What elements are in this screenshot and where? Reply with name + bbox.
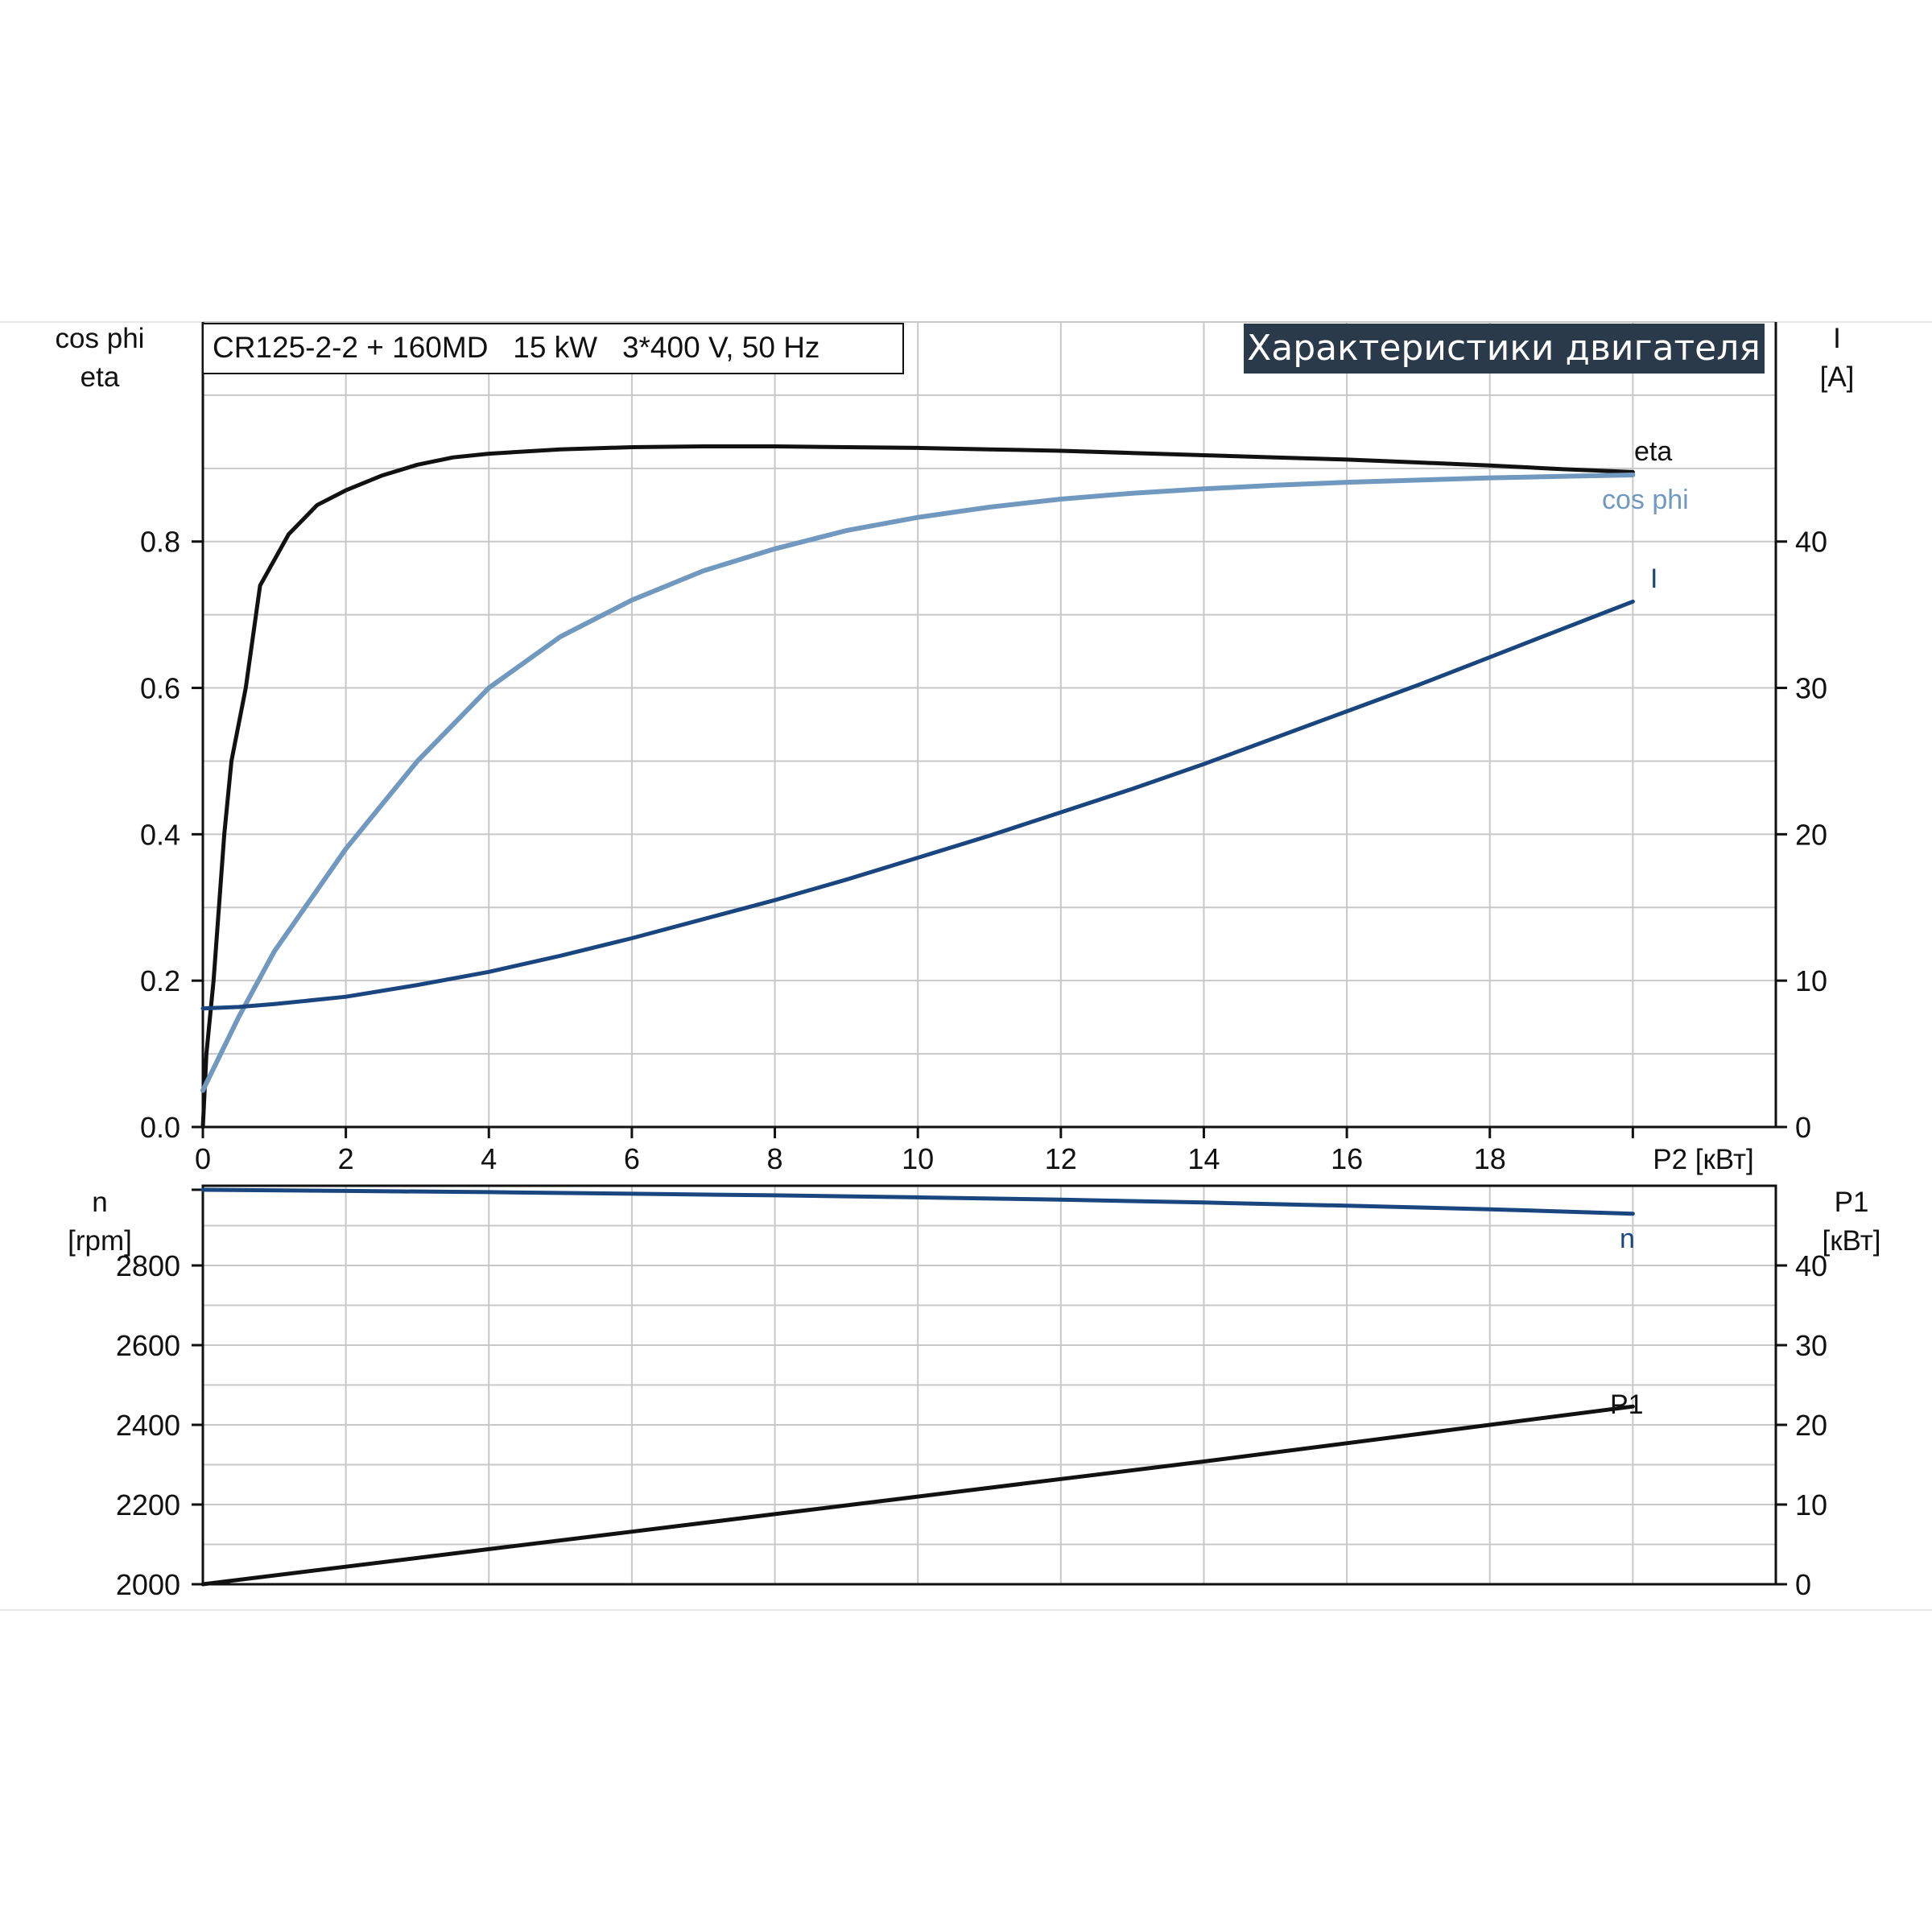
x-tick-label: 18 bbox=[1474, 1142, 1506, 1175]
info-label-text: CR125-2-2 + 160MD 15 kW 3*400 V, 50 Hz bbox=[213, 331, 819, 364]
upper-right-axis-title-line2: [A] bbox=[1820, 361, 1855, 393]
title-banner: Характеристики двигателя bbox=[1244, 324, 1765, 374]
series-line-p1 bbox=[200, 1404, 1635, 1587]
lower-left-tick-label: 2200 bbox=[116, 1488, 180, 1521]
lower-right-tick-label: 10 bbox=[1795, 1488, 1827, 1521]
upper-panel-frame bbox=[201, 322, 1777, 1129]
lower-right-axis-title-line2: [кВт] bbox=[1823, 1225, 1881, 1257]
series-line-eta bbox=[200, 444, 1635, 1129]
upper-left-axis-title-line2: eta bbox=[80, 361, 120, 393]
upper-right-axis-title-line1: I bbox=[1833, 323, 1841, 354]
upper-right-tick-label: 0 bbox=[1795, 1111, 1811, 1144]
lower-panel-ticks: 2000 2200 2400 2600 2800 0 10 20 30 40 bbox=[116, 1188, 1827, 1601]
upper-left-tick-label: 0.2 bbox=[140, 964, 180, 997]
lower-panel-border bbox=[201, 1184, 1777, 1586]
series-line-cos-phi bbox=[200, 473, 1636, 1093]
x-tick-label: 14 bbox=[1187, 1142, 1220, 1175]
lower-right-tick-label: 30 bbox=[1795, 1329, 1827, 1362]
lower-panel-grid bbox=[203, 1186, 1776, 1584]
title-banner-text: Характеристики двигателя bbox=[1247, 328, 1761, 369]
x-tick-label: 16 bbox=[1331, 1142, 1363, 1175]
upper-right-tick-label: 20 bbox=[1795, 818, 1827, 851]
x-tick-label: 2 bbox=[338, 1142, 354, 1175]
upper-left-tick-label: 0.8 bbox=[140, 526, 180, 559]
upper-panel-ticks: 0 2 4 6 8 10 12 14 16 18 0.0 0.2 0.4 0.6 0.8 0 10 20 30 40 bbox=[140, 526, 1827, 1175]
upper-right-tick-label: 40 bbox=[1795, 526, 1827, 559]
lower-panel-frame bbox=[201, 1184, 1777, 1586]
eta-curve-label: eta bbox=[1634, 436, 1672, 467]
x-tick-label: 0 bbox=[195, 1142, 211, 1175]
info-label: CR125-2-2 + 160MD 15 kW 3*400 V, 50 Hz bbox=[202, 323, 904, 374]
lower-left-tick-label: 2800 bbox=[116, 1249, 180, 1282]
title-banner-background bbox=[1244, 324, 1765, 374]
cos-phi-curve-label: cos phi bbox=[1602, 485, 1689, 515]
x-tick-label: 10 bbox=[902, 1142, 934, 1175]
upper-panel-series bbox=[200, 444, 1636, 1129]
series-line-i bbox=[200, 599, 1635, 1011]
lower-right-tick-label: 40 bbox=[1795, 1249, 1827, 1282]
upper-left-tick-label: 0.4 bbox=[140, 818, 180, 851]
lower-left-axis-title-line2: [rpm] bbox=[68, 1225, 132, 1257]
upper-right-tick-label: 10 bbox=[1795, 964, 1827, 997]
lower-left-axis-title-line1: n bbox=[92, 1187, 107, 1218]
x-tick-label: 12 bbox=[1045, 1142, 1077, 1175]
info-label-box bbox=[202, 323, 904, 374]
lower-right-axis-title-line1: P1 bbox=[1835, 1187, 1869, 1218]
upper-left-tick-label: 0.0 bbox=[140, 1111, 180, 1144]
lower-panel-series bbox=[200, 1187, 1635, 1587]
lower-right-tick-label: 20 bbox=[1795, 1409, 1827, 1442]
upper-left-tick-label: 0.6 bbox=[140, 672, 180, 705]
speed-curve-label: n bbox=[1620, 1224, 1635, 1254]
p1-curve-label: P1 bbox=[1610, 1389, 1644, 1420]
upper-left-axis-title-line1: cos phi bbox=[56, 323, 145, 354]
lower-left-tick-label: 2000 bbox=[116, 1568, 180, 1601]
lower-left-tick-label: 2600 bbox=[116, 1329, 180, 1362]
series-line-n bbox=[200, 1187, 1635, 1216]
lower-right-tick-label: 0 bbox=[1795, 1568, 1811, 1601]
x-tick-label: 4 bbox=[481, 1142, 497, 1175]
current-curve-label: I bbox=[1650, 564, 1657, 594]
x-axis-label: P2 [кВт] bbox=[1653, 1144, 1754, 1175]
upper-right-tick-label: 30 bbox=[1795, 672, 1827, 705]
x-tick-label: 8 bbox=[767, 1142, 783, 1175]
x-tick-label: 6 bbox=[624, 1142, 640, 1175]
upper-panel-grid bbox=[203, 321, 1776, 1127]
lower-left-tick-label: 2400 bbox=[116, 1409, 180, 1442]
